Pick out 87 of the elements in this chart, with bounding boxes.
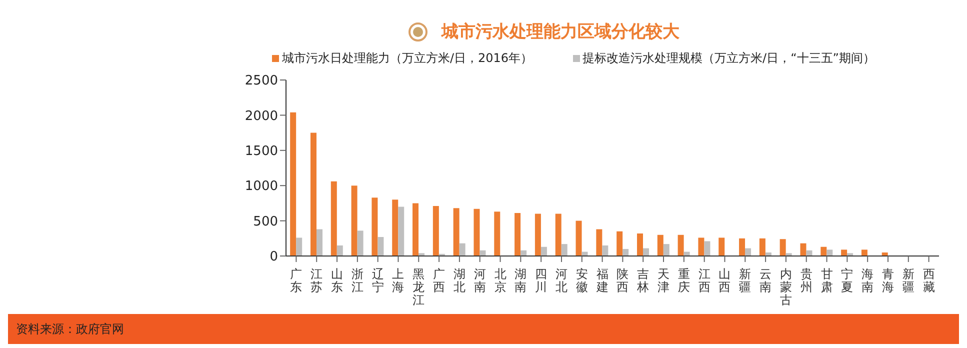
bar [622,248,629,256]
bar [316,229,322,256]
legend-label: 提标改造污水处理规模（万立方米/日，“十三五”期间） [582,50,876,67]
bar [739,238,746,256]
bar [698,238,704,256]
x-tick-label: 浙江 [351,267,364,294]
x-tick-label: 山西 [718,267,731,294]
bar [357,230,364,256]
bar [555,214,562,256]
x-tick-label: 贵州 [800,267,812,294]
bar [642,248,649,256]
bar [296,238,302,256]
x-tick-label: 西藏 [922,267,935,294]
x-tick-label: 北京 [494,267,506,294]
x-tick-label: 安徽 [576,267,588,294]
x-tick-label: 江苏 [310,267,323,294]
bar [453,208,460,256]
x-tick-label: 陕西 [616,267,629,294]
x-tick-label: 新疆 [902,267,914,294]
bar [800,243,806,256]
x-tick-label: 重庆 [678,267,690,294]
bar [514,213,521,256]
bar [576,220,582,256]
bar [561,244,568,256]
text: 资料来源：政府官网 [16,320,124,338]
legend-label: 城市污水日处理能力（万立方米/日，2016年） [280,50,533,67]
x-tick-label: 湖北 [453,267,466,294]
x-tick-label: 山东 [331,267,344,294]
chart-title: 城市污水处理能力区域分化较大 [442,21,680,43]
bar [745,248,752,256]
bar [474,208,480,256]
bar [718,238,725,256]
x-tick-label: 上海 [392,267,404,294]
bar [336,245,343,256]
bar [378,236,384,256]
bar [432,206,439,256]
bar [678,234,684,256]
bar [351,186,358,256]
x-tick-label: 四川 [535,267,548,294]
bar [657,234,664,256]
x-tick-label: 福建 [595,267,608,294]
y-tick-label: 500 [253,214,278,230]
x-tick-label: 江西 [698,267,710,294]
bar [616,231,623,256]
x-tick-label: 河北 [555,267,568,294]
bar [826,250,833,256]
bar [534,214,541,256]
y-tick-label: 1500 [244,144,278,160]
x-tick-label: 黑龙江 [412,267,425,307]
bar [704,241,710,256]
x-tick-label: 吉林 [636,267,650,294]
x-tick-label: 青海 [882,267,894,294]
bar [596,229,602,256]
bar [330,181,337,256]
x-tick-label: 内蒙古 [780,267,792,307]
x-tick-label: 宁夏 [841,267,854,294]
x-tick-label: 辽宁 [372,267,384,294]
bar [861,250,868,256]
bar [372,198,378,256]
bar [759,238,766,256]
bar [663,244,670,256]
bar [780,239,786,256]
x-tick-label: 云南 [760,267,772,294]
y-tick-label: 2500 [244,74,278,89]
y-tick-label: 0 [270,250,278,265]
x-tick-label: 海南 [862,267,874,294]
bar [636,233,643,256]
y-tick-label: 1000 [244,179,278,194]
x-tick-label: 新疆 [739,267,752,294]
x-tick-label: 天津 [658,267,670,294]
bar [459,243,466,256]
bar [290,112,296,256]
bar [392,200,398,256]
x-tick-label: 湖南 [514,267,527,294]
bar [602,245,608,256]
bar [841,250,848,256]
bar [540,246,547,256]
x-tick-label: 甘肃 [820,267,833,294]
bar [412,203,419,256]
x-tick-label: 广西 [433,267,446,294]
x-tick-label: 河南 [474,267,486,294]
y-tick-label: 2000 [244,108,278,124]
bar [494,212,500,256]
x-tick-label: 广东 [290,267,302,294]
bar [820,246,827,256]
bar [398,206,404,256]
bar [310,132,316,256]
